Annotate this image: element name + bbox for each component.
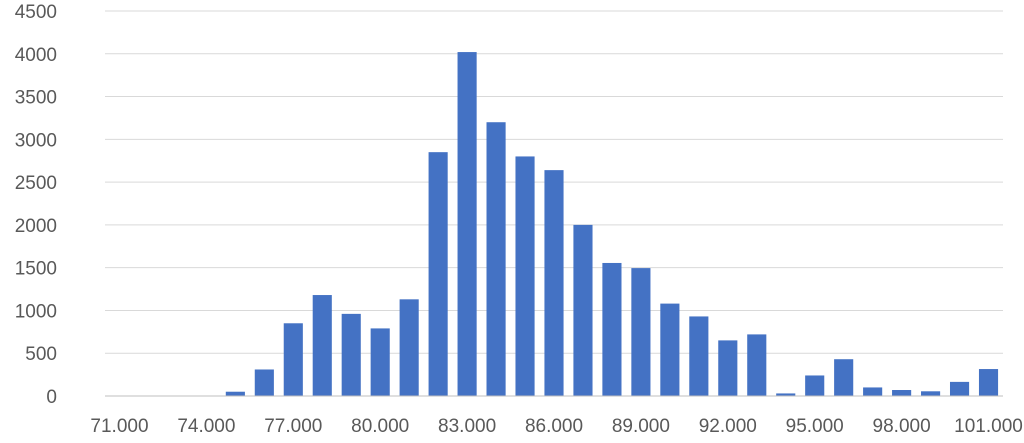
x-tick-label: 83.000: [438, 416, 496, 437]
bar-87.000: [573, 224, 593, 396]
bar-96.000: [834, 359, 854, 396]
bar-81.000: [399, 299, 419, 396]
x-tick-label: 71.000: [90, 416, 148, 437]
bar-82.000: [428, 152, 448, 396]
bar-86.000: [544, 170, 564, 396]
bar-75.000: [225, 391, 245, 396]
y-tick-label: 0: [46, 387, 57, 408]
x-tick-label: 101.000: [954, 416, 1023, 437]
x-tick-label: 89.000: [612, 416, 670, 437]
bar-83.000: [457, 52, 477, 397]
y-tick-label: 4000: [15, 45, 57, 66]
bar-93.000: [747, 334, 767, 396]
y-tick-label: 4500: [15, 2, 57, 23]
x-tick-label: 98.000: [873, 416, 931, 437]
bar-series: [225, 52, 999, 397]
bar-91.000: [689, 316, 709, 396]
x-tick-label: 86.000: [525, 416, 583, 437]
y-tick-label: 1000: [15, 301, 57, 322]
bar-85.000: [515, 156, 535, 396]
y-tick-label: 3500: [15, 88, 57, 109]
y-axis-tick-labels: 0 500 1000 1500 2000 2500 3000 3500 4000 4500: [15, 2, 57, 408]
bar-94.000: [776, 393, 796, 396]
x-tick-label: 95.000: [786, 416, 844, 437]
y-tick-label: 500: [25, 344, 57, 365]
bar-101.000: [978, 369, 999, 396]
bar-97.000: [863, 387, 883, 396]
y-tick-label: 1500: [15, 259, 57, 280]
x-tick-label: 80.000: [351, 416, 409, 437]
bar-77.000: [283, 323, 303, 396]
x-axis-tick-labels: 71.000 74.000 77.000 80.000 83.000 86.000 89.0…: [90, 416, 1022, 437]
y-tick-label: 3000: [15, 130, 57, 151]
bar-99.000: [921, 391, 941, 396]
bar-100.000: [949, 381, 970, 396]
y-tick-label: 2500: [15, 173, 57, 194]
bar-84.000: [486, 122, 506, 396]
bar-76.000: [254, 369, 274, 396]
x-tick-label: 74.000: [177, 416, 235, 437]
bar-95.000: [805, 375, 825, 396]
bar-79.000: [341, 313, 361, 396]
bar-90.000: [660, 303, 680, 396]
bar-78.000: [312, 295, 332, 396]
x-tick-label: 92.000: [699, 416, 757, 437]
bar-92.000: [718, 340, 738, 396]
bar-89.000: [631, 268, 651, 396]
x-tick-label: 77.000: [264, 416, 322, 437]
y-tick-label: 2000: [15, 216, 57, 237]
bar-88.000: [602, 262, 622, 396]
bar-80.000: [370, 328, 390, 396]
bar-98.000: [892, 390, 912, 396]
